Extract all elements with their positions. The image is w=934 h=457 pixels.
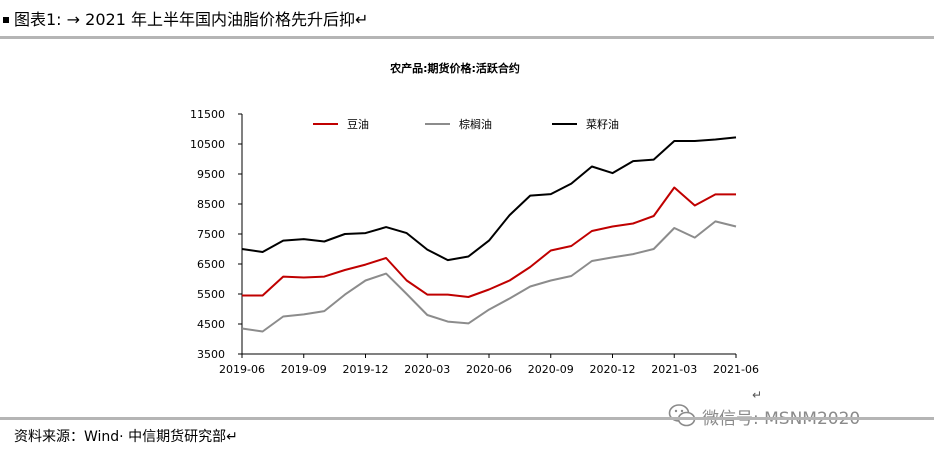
y-tick-label: 3500 xyxy=(197,348,225,361)
chart-axes: 3500 4500 5500 6500 7500 8500 9500 10500 11500 20… xyxy=(190,108,759,376)
chart-series xyxy=(241,136,737,333)
series-line-3 xyxy=(241,136,737,262)
chart-legend: 豆油 棕榈油 菜籽油 xyxy=(313,117,619,131)
x-tick-label: 2020-09 xyxy=(528,363,574,376)
legend-label: 棕榈油 xyxy=(459,117,492,131)
y-tick-label: 7500 xyxy=(197,228,225,241)
y-tick-label: 4500 xyxy=(197,318,225,331)
x-tick-label: 2021-03 xyxy=(651,363,697,376)
source-note: 资料来源：Wind· 中信期货研究部↵ xyxy=(14,429,238,445)
series-line-1 xyxy=(242,186,736,298)
legend-label: 豆油 xyxy=(347,117,369,131)
x-tick-label: 2019-12 xyxy=(343,363,389,376)
x-tick-label: 2019-06 xyxy=(219,363,265,376)
chart-container: 农产品:期货价格:活跃合约 豆油 棕榈油 菜籽油 3500 4500 5500 6500 7… xyxy=(0,40,934,416)
x-tick-label: 2020-12 xyxy=(590,363,636,376)
series-line-2 xyxy=(241,220,737,333)
chart-title: 农产品:期货价格:活跃合约 xyxy=(389,61,520,75)
figure-header: 图表1: → 2021 年上半年国内油脂价格先升后抑↵ xyxy=(0,8,934,40)
y-tick-label: 10500 xyxy=(190,138,225,151)
line-chart: 农产品:期货价格:活跃合约 豆油 棕榈油 菜籽油 3500 4500 5500 6500 7… xyxy=(190,61,759,376)
y-tick-label: 11500 xyxy=(190,108,225,121)
x-tick-label: 2019-09 xyxy=(281,363,327,376)
x-tick-label: 2020-03 xyxy=(404,363,450,376)
wechat-watermark: 微信号: MSNM2020 xyxy=(668,402,860,430)
cursor-mark-icon: ↵ xyxy=(752,388,763,402)
x-tick-label: 2021-06 xyxy=(713,363,759,376)
bullet-icon xyxy=(3,17,9,23)
x-tick-label: 2020-06 xyxy=(466,363,512,376)
y-tick-label: 5500 xyxy=(197,288,225,301)
figure-title: 图表1: → 2021 年上半年国内油脂价格先升后抑↵ xyxy=(14,10,369,29)
wechat-icon xyxy=(668,404,696,427)
y-tick-label: 6500 xyxy=(197,258,225,271)
bottom-divider xyxy=(0,417,934,420)
wechat-id: 微信号: MSNM2020 xyxy=(702,408,861,429)
legend-label: 菜籽油 xyxy=(586,117,619,131)
y-tick-label: 9500 xyxy=(197,168,225,181)
top-divider xyxy=(0,36,934,39)
y-tick-label: 8500 xyxy=(197,198,225,211)
